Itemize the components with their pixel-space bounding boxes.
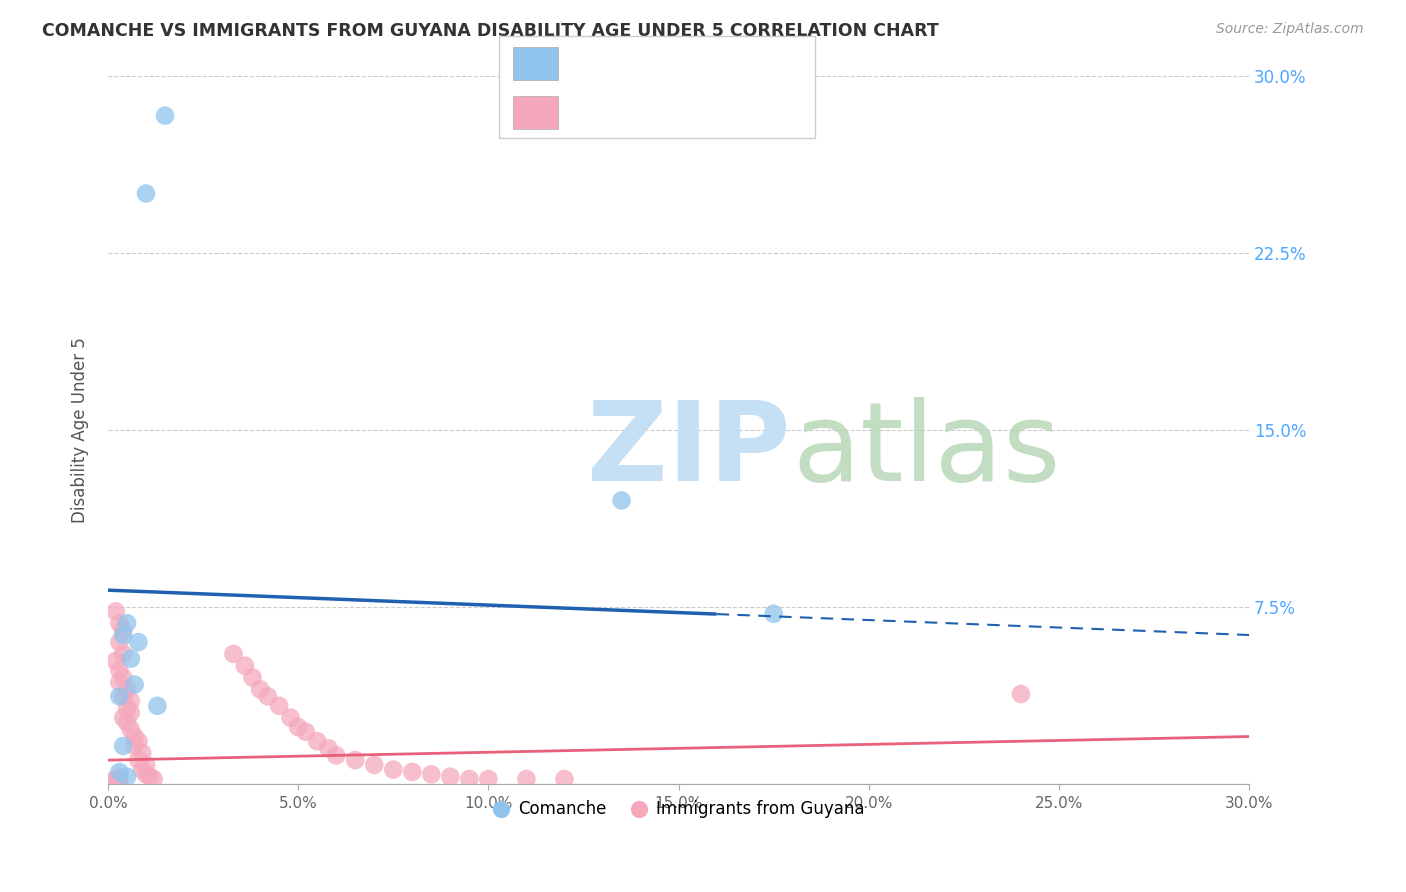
Point bbox=[108, 664, 131, 678]
Point bbox=[101, 774, 124, 789]
Point bbox=[762, 607, 785, 621]
Point bbox=[146, 698, 169, 713]
Point bbox=[269, 698, 291, 713]
Point bbox=[124, 677, 146, 691]
Point bbox=[307, 734, 329, 748]
Point bbox=[233, 658, 256, 673]
Point bbox=[127, 635, 149, 649]
Point bbox=[112, 628, 135, 642]
Point bbox=[104, 604, 127, 618]
Text: -0.018: -0.018 bbox=[612, 54, 676, 73]
Point bbox=[325, 748, 347, 763]
Text: R =: R = bbox=[569, 54, 609, 73]
Text: 14: 14 bbox=[728, 54, 754, 73]
Text: 0.032: 0.032 bbox=[612, 103, 668, 122]
Point bbox=[553, 772, 575, 786]
Point bbox=[1010, 687, 1032, 701]
Point bbox=[115, 715, 138, 730]
Text: COMANCHE VS IMMIGRANTS FROM GUYANA DISABILITY AGE UNDER 5 CORRELATION CHART: COMANCHE VS IMMIGRANTS FROM GUYANA DISAB… bbox=[42, 22, 939, 40]
Text: N =: N = bbox=[689, 103, 728, 122]
Point bbox=[104, 772, 127, 786]
Point bbox=[256, 690, 278, 704]
Point bbox=[127, 753, 149, 767]
Point bbox=[477, 772, 499, 786]
Point bbox=[124, 739, 146, 753]
Point bbox=[112, 647, 135, 661]
Point bbox=[142, 772, 165, 786]
Point bbox=[112, 624, 135, 638]
Point bbox=[112, 711, 135, 725]
Text: ZIP: ZIP bbox=[588, 397, 790, 504]
Point bbox=[104, 654, 127, 668]
Point bbox=[153, 109, 176, 123]
Text: N =: N = bbox=[689, 54, 728, 73]
Point bbox=[135, 757, 157, 772]
Point bbox=[135, 186, 157, 201]
Y-axis label: Disability Age Under 5: Disability Age Under 5 bbox=[72, 336, 89, 523]
Point bbox=[344, 753, 367, 767]
Point bbox=[108, 774, 131, 789]
Point bbox=[401, 764, 423, 779]
Point bbox=[131, 746, 153, 760]
Point bbox=[131, 763, 153, 777]
Point bbox=[112, 739, 135, 753]
Point bbox=[280, 711, 302, 725]
Text: 54: 54 bbox=[728, 103, 754, 122]
Point bbox=[108, 770, 131, 784]
Point bbox=[115, 616, 138, 631]
Point bbox=[139, 770, 162, 784]
Text: Source: ZipAtlas.com: Source: ZipAtlas.com bbox=[1216, 22, 1364, 37]
Point bbox=[127, 734, 149, 748]
Point bbox=[439, 770, 461, 784]
Point bbox=[515, 772, 537, 786]
Point bbox=[610, 493, 633, 508]
Point bbox=[108, 690, 131, 704]
Point bbox=[120, 706, 142, 720]
Legend: Comanche, Immigrants from Guyana: Comanche, Immigrants from Guyana bbox=[486, 794, 872, 825]
Point bbox=[124, 730, 146, 744]
Point bbox=[120, 723, 142, 737]
Point bbox=[420, 767, 443, 781]
Point bbox=[108, 764, 131, 779]
Point bbox=[120, 694, 142, 708]
Point bbox=[115, 701, 138, 715]
Point bbox=[108, 675, 131, 690]
Point bbox=[108, 635, 131, 649]
Point bbox=[382, 763, 405, 777]
Point bbox=[222, 647, 245, 661]
Text: R =: R = bbox=[569, 103, 609, 122]
Point bbox=[120, 651, 142, 665]
Point bbox=[115, 770, 138, 784]
Point bbox=[458, 772, 481, 786]
Point bbox=[294, 724, 316, 739]
Point bbox=[249, 682, 271, 697]
Point bbox=[363, 757, 385, 772]
Point bbox=[112, 690, 135, 704]
Point bbox=[108, 616, 131, 631]
Point bbox=[112, 671, 135, 685]
Text: atlas: atlas bbox=[793, 397, 1062, 504]
Point bbox=[287, 720, 309, 734]
Point bbox=[115, 682, 138, 697]
Point bbox=[135, 767, 157, 781]
Point bbox=[318, 741, 340, 756]
Point bbox=[242, 671, 264, 685]
